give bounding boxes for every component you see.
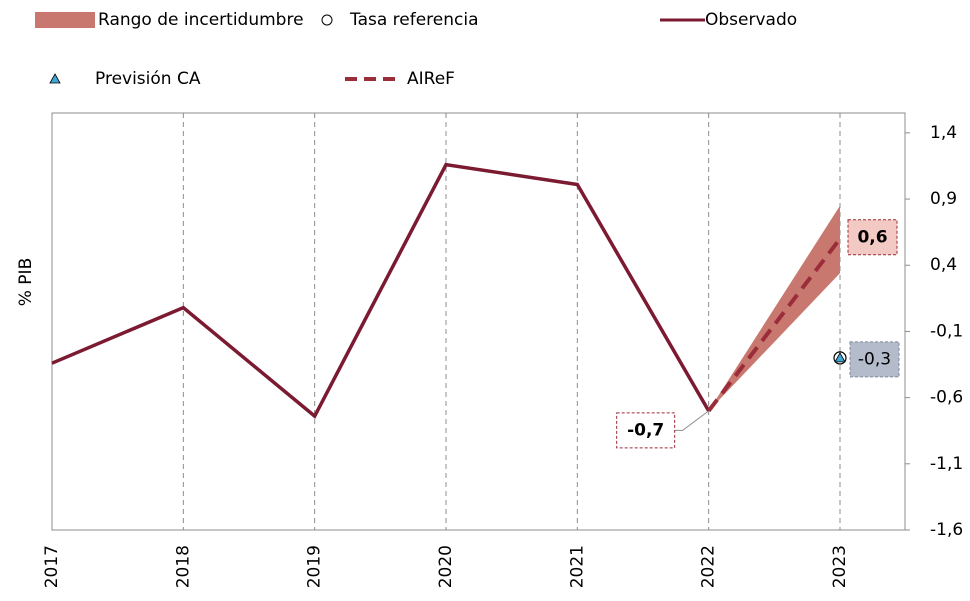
legend-label: Rango de incertidumbre (98, 10, 304, 30)
data-label: 0,6 (857, 227, 887, 247)
observed-line (51, 162, 711, 419)
x-tick-label: 2023 (830, 545, 850, 588)
label-box (847, 219, 898, 256)
label-box (849, 341, 900, 378)
y-axis-label: % PIB (16, 258, 36, 307)
data-label: -0,3 (858, 349, 891, 369)
x-tick-label: 2017 (42, 545, 62, 588)
plot-area (51, 112, 906, 531)
y-tick-label: -1,6 (930, 520, 963, 540)
y-tick-label: 0,9 (930, 189, 957, 209)
legend-label: AIReF (407, 69, 455, 89)
legend-label: Previsión CA (95, 69, 201, 89)
y-tick-label: 0,4 (930, 255, 957, 275)
legend-label: Tasa referencia (349, 10, 479, 30)
y-tick-label: -0,6 (930, 388, 963, 408)
legend-swatch (49, 73, 61, 84)
leader-line (674, 410, 709, 431)
y-tick-label: -0,1 (930, 321, 963, 341)
forecast-marker (834, 352, 846, 363)
x-tick-label: 2018 (173, 545, 193, 588)
forecast-line (707, 237, 842, 413)
x-tick-label: 2019 (305, 545, 325, 588)
label-box (616, 412, 676, 449)
data-label: -0,7 (627, 420, 664, 440)
legend-swatch (321, 14, 333, 26)
y-tick-label: 1,4 (930, 123, 957, 143)
legend-label: Observado (705, 10, 797, 30)
y-tick-label: -1,1 (930, 454, 963, 474)
x-tick-label: 2021 (567, 545, 587, 588)
uncertainty-band (708, 205, 840, 411)
x-tick-label: 2020 (436, 545, 456, 588)
x-tick-label: 2022 (699, 545, 719, 588)
legend-swatch (35, 12, 95, 28)
